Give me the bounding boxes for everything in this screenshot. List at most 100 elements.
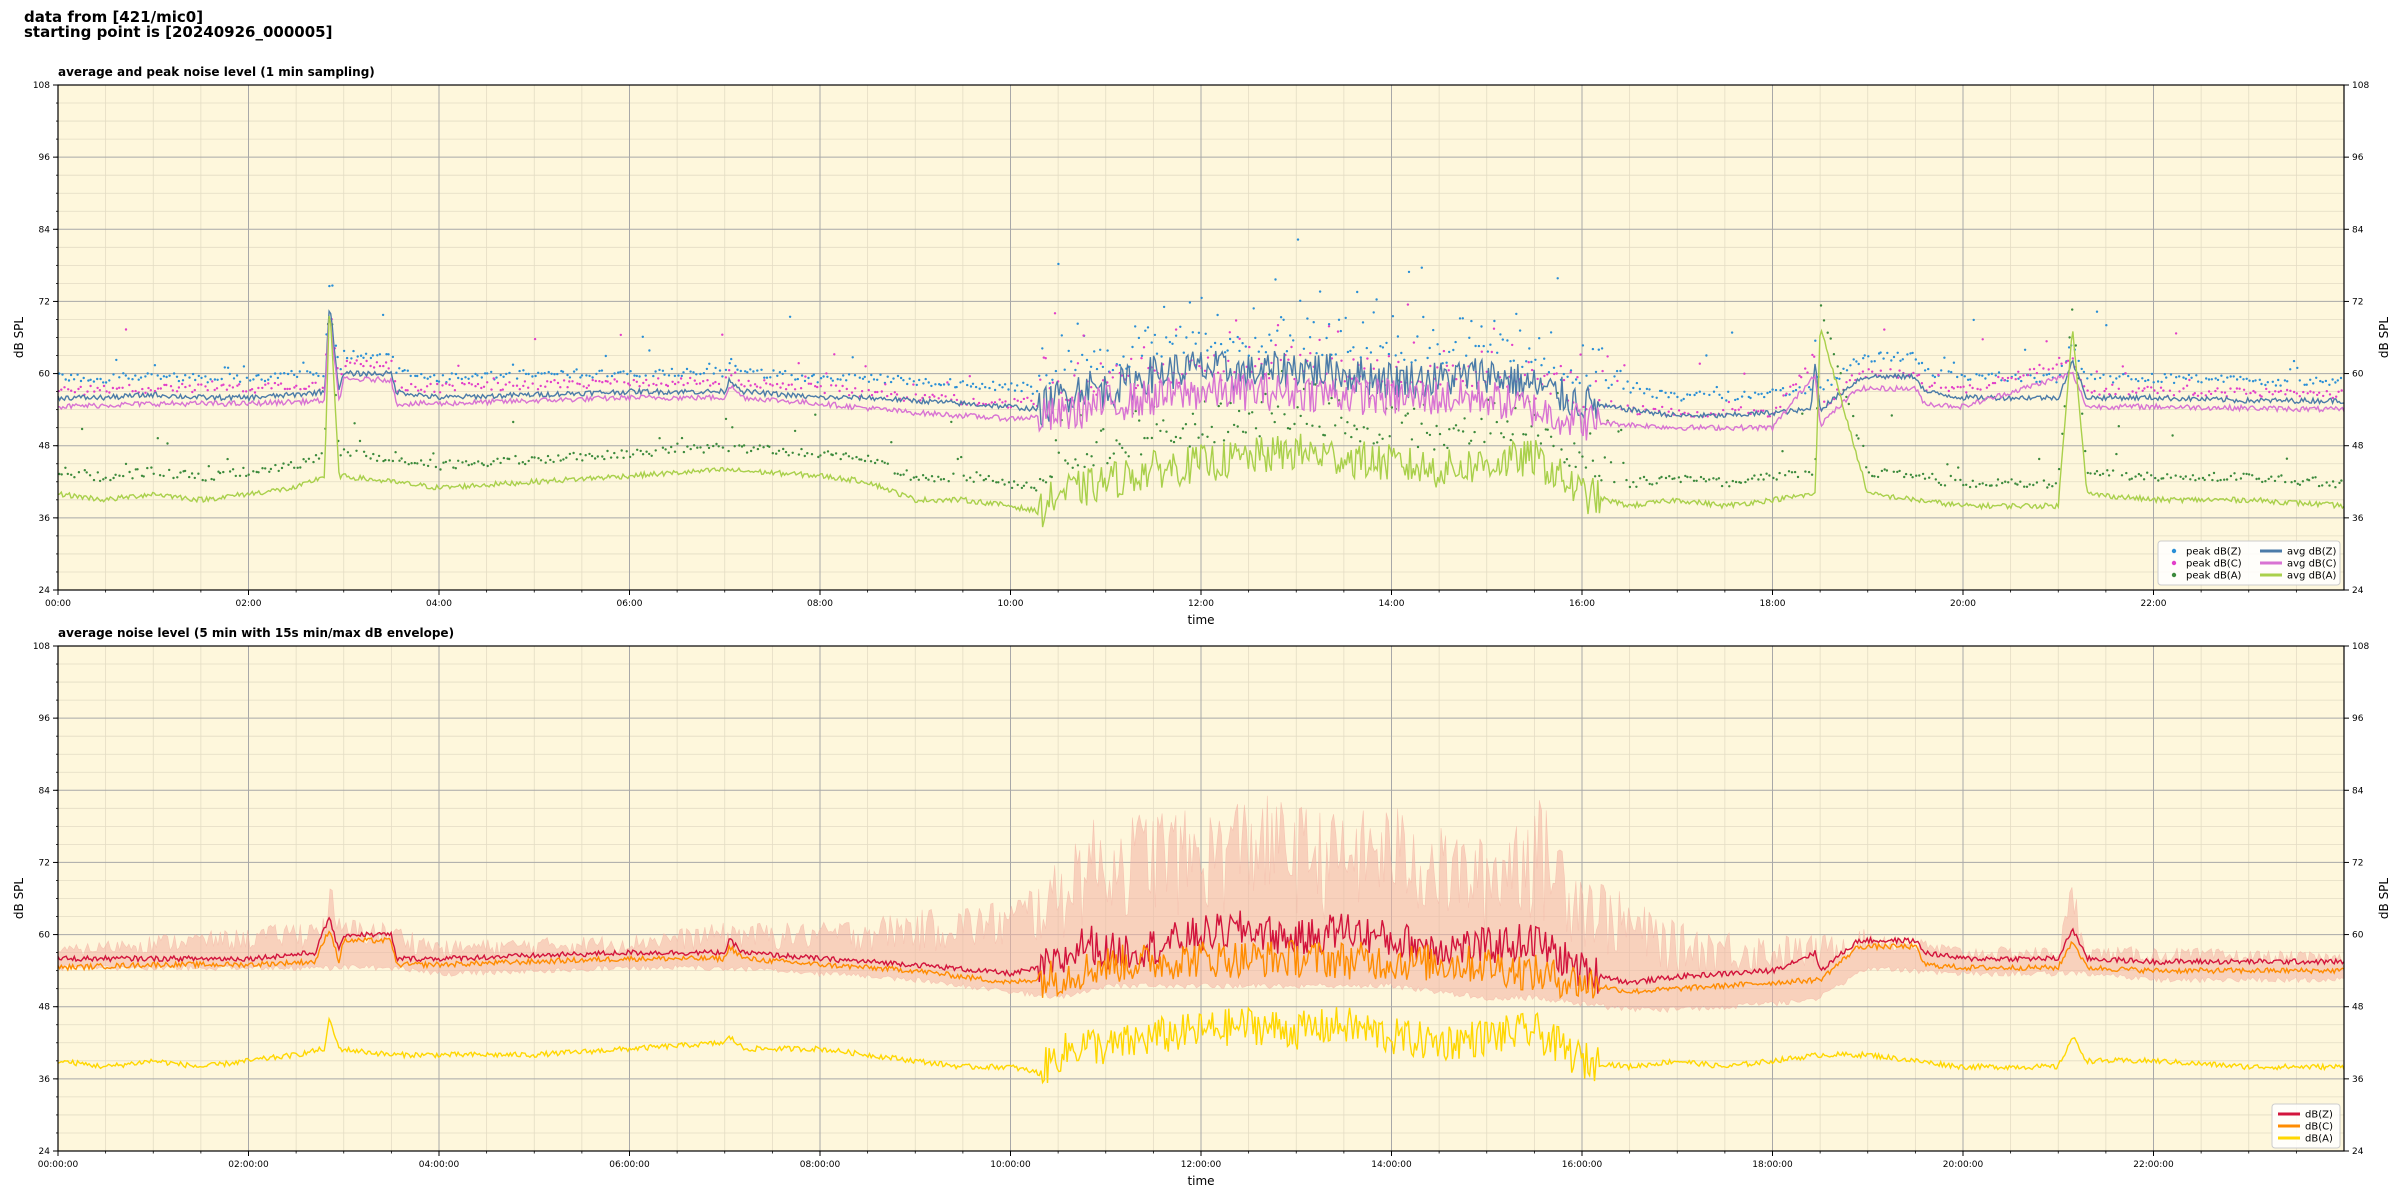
peak-point [772, 369, 775, 372]
panel-title: average and peak noise level (1 min samp… [58, 65, 375, 79]
peak-point [826, 375, 829, 378]
peak-point [307, 385, 311, 388]
peak-point [1432, 328, 1435, 332]
peak-point [955, 385, 958, 389]
peak-point [1629, 391, 1632, 394]
peak-point [566, 373, 569, 377]
peak-point [702, 372, 706, 375]
peak-point [2273, 479, 2277, 483]
legend: dB(Z)dB(C)dB(A) [2271, 1103, 2341, 1149]
peak-point [1845, 395, 1848, 399]
peak-point [2328, 383, 2331, 386]
peak-point [1952, 387, 1956, 390]
peak-point [2077, 359, 2080, 363]
peak-point [2258, 378, 2261, 381]
peak-point [1912, 371, 1915, 375]
peak-point [444, 460, 448, 464]
peak-point [2144, 379, 2147, 383]
peak-point [1946, 463, 1949, 466]
peak-point [627, 382, 630, 385]
peak-point [1168, 340, 1172, 344]
peak-point [152, 472, 155, 475]
peak-point [77, 471, 81, 474]
peak-point [1299, 414, 1302, 418]
peak-point [896, 374, 900, 378]
x-tick-label: 10:00 [998, 599, 1024, 609]
peak-point [1051, 381, 1055, 384]
peak-point [420, 372, 423, 376]
peak-point [378, 364, 382, 368]
peak-point [2165, 376, 2168, 379]
peak-point [1042, 479, 1045, 482]
peak-point [836, 378, 839, 381]
peak-point [365, 454, 368, 458]
peak-point [1193, 423, 1197, 426]
peak-point [1469, 439, 1473, 442]
peak-point [1553, 372, 1556, 376]
peak-point [1949, 474, 1953, 478]
peak-point [257, 373, 260, 377]
peak-point [743, 385, 746, 388]
peak-point [228, 470, 232, 473]
peak-point [866, 454, 870, 457]
peak-point [628, 455, 632, 459]
peak-point [1237, 409, 1241, 413]
peak-point [1311, 424, 1314, 427]
peak-point [89, 378, 92, 381]
peak-point [1876, 475, 1880, 479]
peak-point [2105, 324, 2108, 327]
peak-point [1996, 478, 2000, 481]
peak-point [245, 376, 249, 379]
peak-point [1489, 343, 1492, 346]
peak-point [1041, 347, 1044, 350]
peak-point [1571, 381, 1574, 384]
peak-point [1985, 386, 1989, 389]
peak-point [1090, 455, 1093, 458]
peak-point [1276, 405, 1280, 408]
peak-point [121, 386, 124, 389]
peak-point [1496, 351, 1499, 354]
peak-point [1873, 360, 1876, 363]
peak-point [2051, 485, 2054, 488]
peak-point [880, 390, 883, 393]
y-axis-label-right: dB SPL [2377, 878, 2391, 920]
peak-point [1095, 441, 1098, 444]
peak-point [950, 420, 953, 424]
peak-point [1318, 338, 1321, 342]
peak-point [2035, 371, 2039, 375]
peak-point [204, 375, 207, 378]
peak-point [2101, 472, 2105, 475]
peak-point [942, 477, 946, 481]
peak-point [1436, 366, 1439, 369]
peak-point [1613, 480, 1616, 484]
peak-point [998, 383, 1001, 387]
peak-point [995, 481, 998, 484]
peak-point [502, 375, 505, 378]
peak-point [998, 398, 1001, 401]
peak-point [128, 383, 131, 387]
peak-point [1896, 470, 1899, 474]
peak-point [864, 365, 867, 368]
peak-point [2254, 379, 2257, 382]
peak-point [1704, 480, 1708, 483]
peak-point [1978, 374, 1981, 377]
peak-point [695, 382, 698, 386]
peak-point [417, 389, 420, 392]
peak-point [804, 375, 807, 378]
peak-point [1305, 422, 1309, 426]
peak-point [1598, 399, 1601, 402]
peak-point [1162, 419, 1165, 422]
peak-point [1617, 430, 1620, 433]
peak-point [847, 373, 851, 376]
peak-point [1968, 384, 1972, 387]
peak-point [965, 479, 968, 482]
peak-point [1483, 440, 1486, 444]
peak-point [2214, 377, 2217, 380]
peak-point [1734, 409, 1737, 412]
peak-point [947, 383, 950, 386]
peak-point [349, 454, 352, 457]
peak-point [1928, 476, 1931, 479]
peak-point [1760, 392, 1763, 395]
peak-point [838, 389, 841, 393]
peak-point [1643, 392, 1646, 395]
